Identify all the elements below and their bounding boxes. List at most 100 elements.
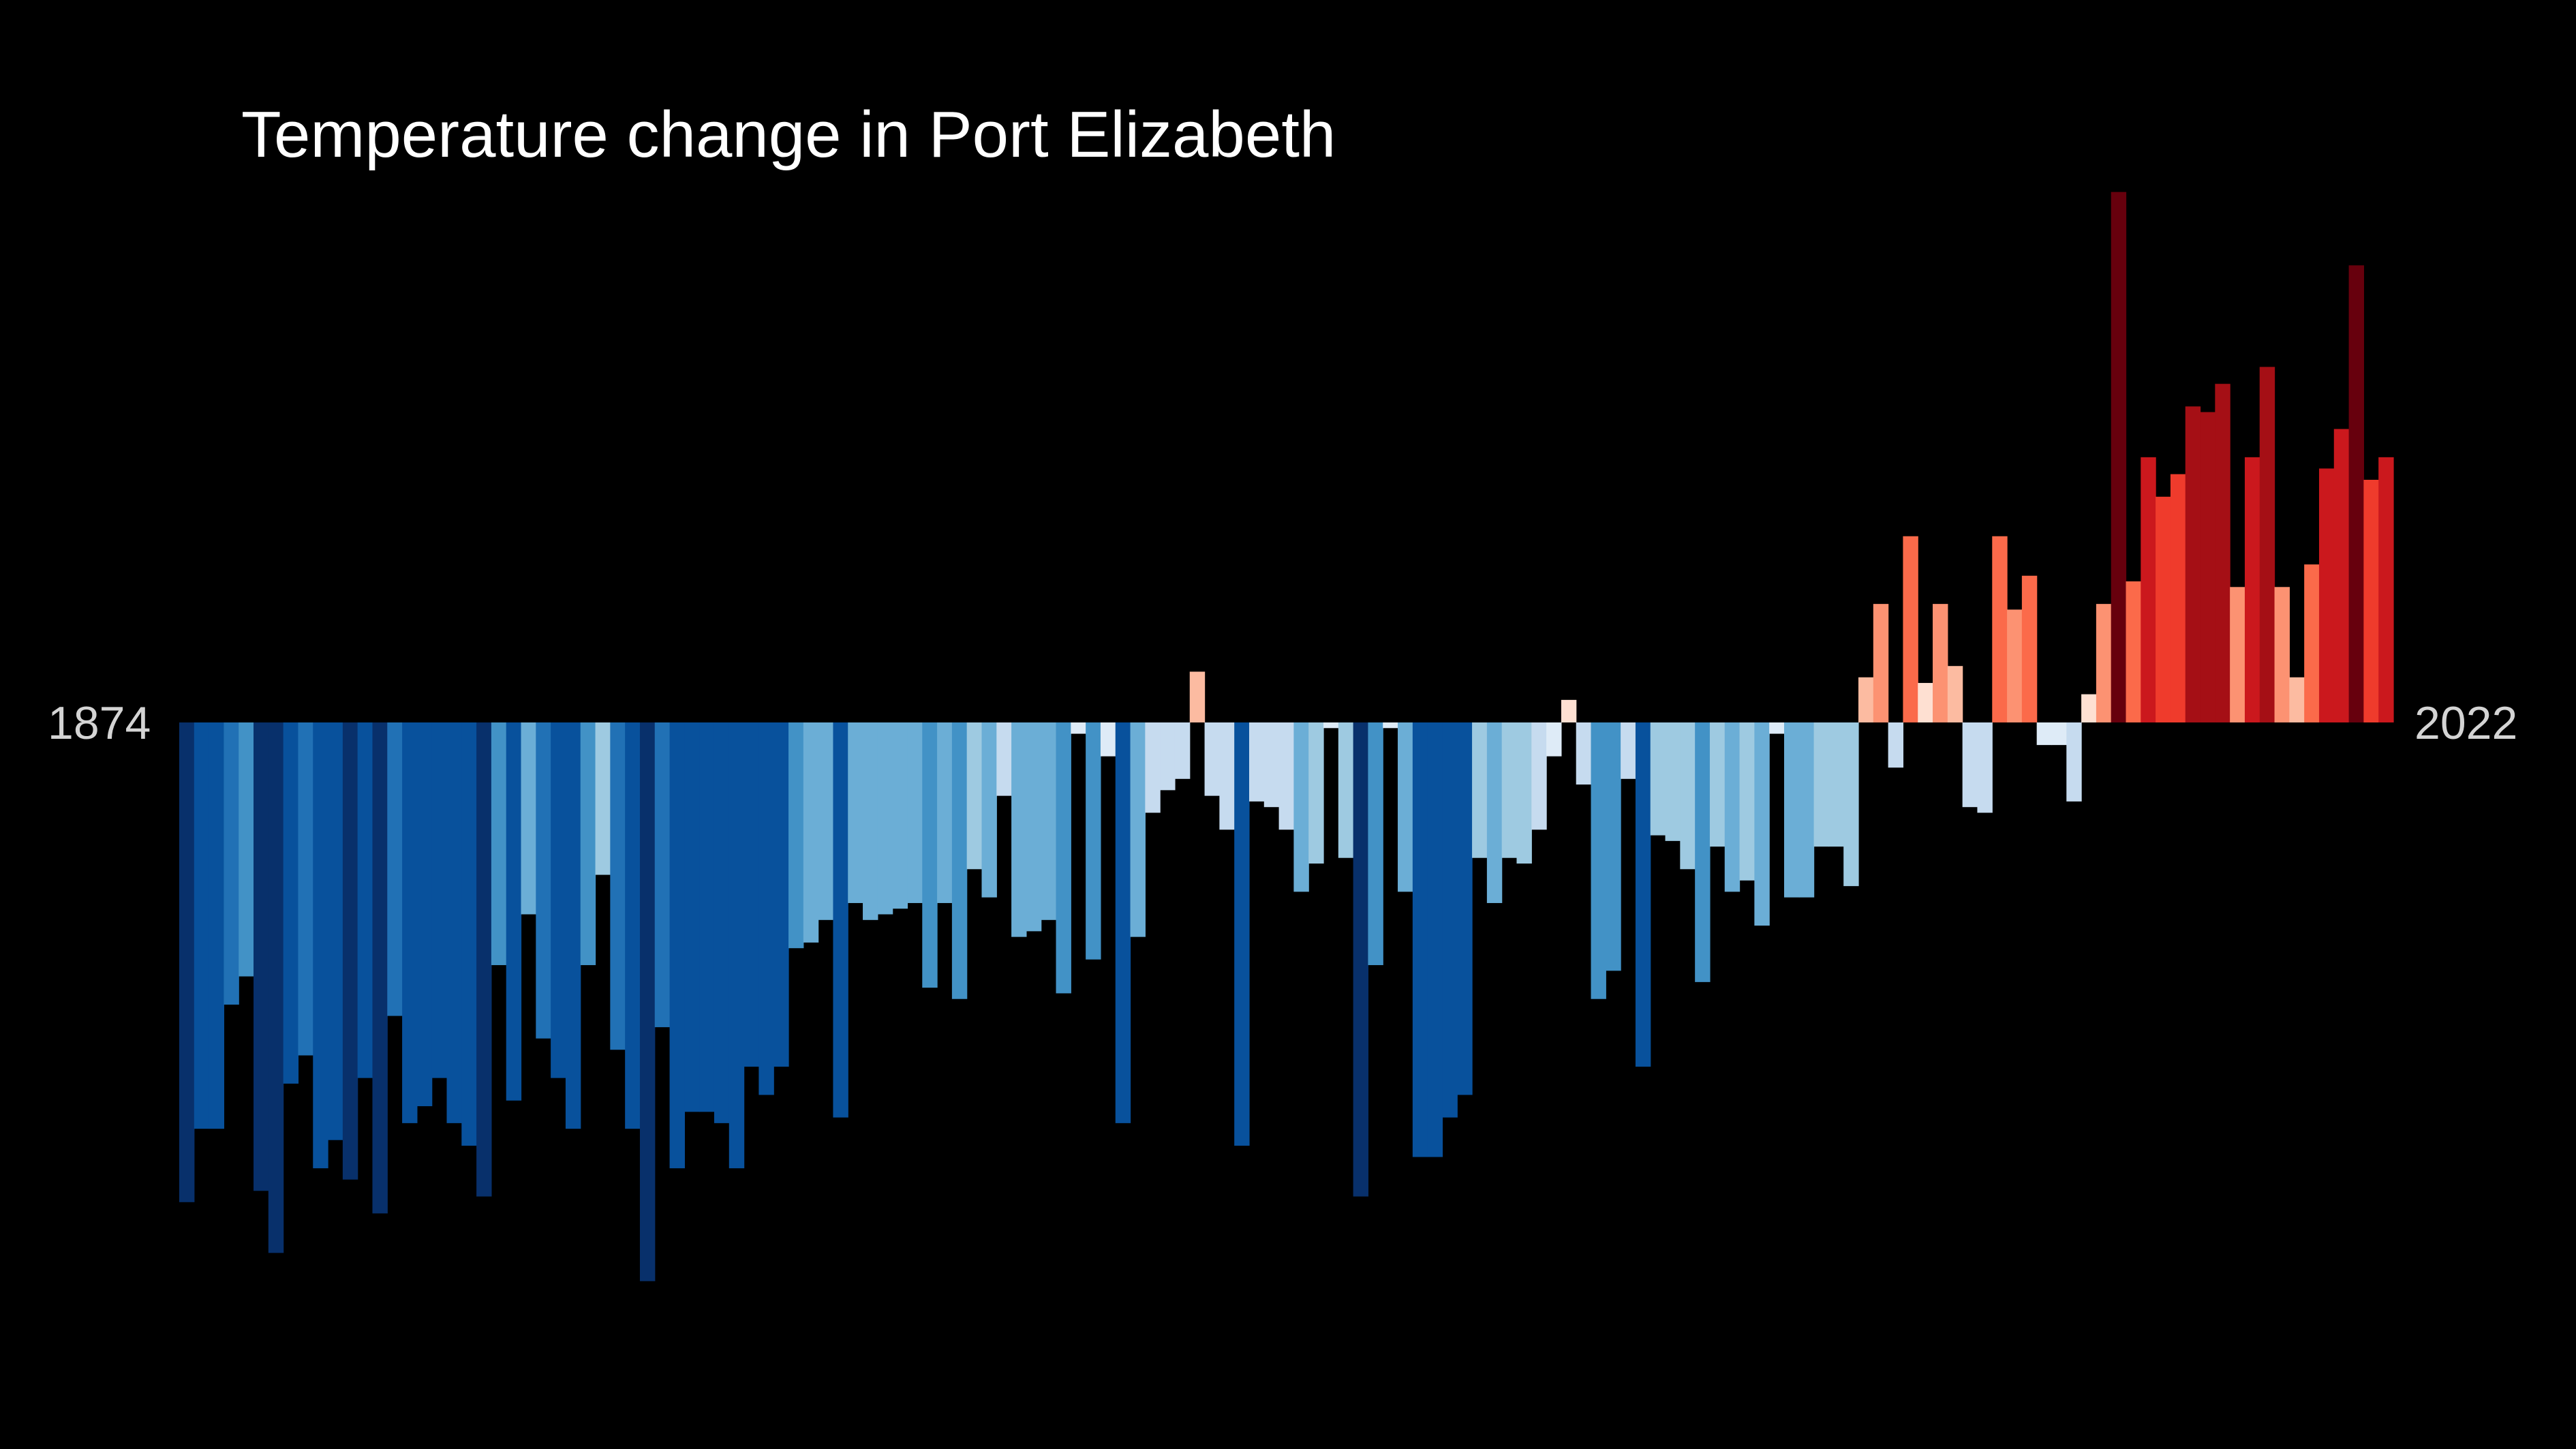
bar-1938 bbox=[1130, 722, 1146, 937]
bar-2007 bbox=[2156, 496, 2171, 722]
bar-1963 bbox=[1501, 722, 1518, 858]
bar-1960 bbox=[1457, 722, 1473, 1095]
x-end-label: 2022 bbox=[2414, 697, 2518, 749]
bar-1958 bbox=[1427, 722, 1443, 1157]
x-start-label: 1874 bbox=[48, 697, 151, 749]
bar-1994 bbox=[1962, 722, 1978, 808]
bar-1950 bbox=[1308, 722, 1324, 864]
bar-1997 bbox=[2007, 609, 2023, 722]
bar-1955 bbox=[1383, 722, 1398, 729]
bar-1972 bbox=[1635, 722, 1651, 1067]
bar-1928 bbox=[981, 722, 997, 898]
bar-1985 bbox=[1828, 722, 1844, 847]
bar-1986 bbox=[1843, 722, 1859, 887]
bar-1874 bbox=[179, 722, 195, 1202]
bar-1979 bbox=[1739, 722, 1755, 881]
bar-1890 bbox=[416, 722, 433, 1107]
bar-1915 bbox=[788, 722, 804, 949]
bar-1911 bbox=[729, 722, 745, 1169]
bar-1920 bbox=[863, 722, 878, 920]
bar-1932 bbox=[1041, 722, 1057, 920]
bar-1919 bbox=[848, 722, 863, 903]
bar-1898 bbox=[536, 722, 551, 1039]
bar-2017 bbox=[2304, 564, 2320, 722]
bar-1966 bbox=[1546, 722, 1562, 757]
bar-1988 bbox=[1873, 604, 1889, 722]
bar-1878 bbox=[239, 722, 254, 977]
bar-2019 bbox=[2333, 429, 2350, 722]
bar-1961 bbox=[1472, 722, 1488, 858]
bar-1942 bbox=[1189, 671, 1206, 722]
bar-2008 bbox=[2170, 474, 2186, 722]
bar-1978 bbox=[1724, 722, 1741, 892]
bar-1895 bbox=[491, 722, 507, 966]
bar-1995 bbox=[1977, 722, 1993, 813]
bar-2009 bbox=[2185, 406, 2201, 722]
bar-1953 bbox=[1353, 722, 1369, 1197]
bar-1949 bbox=[1293, 722, 1309, 892]
bar-2014 bbox=[2259, 367, 2275, 722]
bar-1887 bbox=[372, 722, 388, 1214]
bar-1983 bbox=[1798, 722, 1815, 898]
bar-1910 bbox=[714, 722, 730, 1123]
bar-1934 bbox=[1071, 722, 1086, 734]
bar-1877 bbox=[224, 722, 239, 1005]
bar-1886 bbox=[357, 722, 373, 1078]
bar-1901 bbox=[580, 722, 596, 966]
bar-1902 bbox=[595, 722, 611, 875]
chart-title: Temperature change in Port Elizabeth bbox=[241, 98, 1336, 171]
bar-1969 bbox=[1591, 722, 1606, 999]
bar-1922 bbox=[892, 722, 908, 909]
bar-2006 bbox=[2141, 457, 2156, 722]
bar-1993 bbox=[1947, 666, 1963, 722]
bar-1907 bbox=[669, 722, 685, 1169]
bar-1935 bbox=[1086, 722, 1101, 960]
bar-1959 bbox=[1442, 722, 1458, 1118]
bar-1999 bbox=[2036, 722, 2053, 746]
bar-1989 bbox=[1888, 722, 1904, 768]
bar-1945 bbox=[1234, 722, 1250, 1146]
bar-1876 bbox=[209, 722, 225, 1129]
bar-1996 bbox=[1992, 536, 2008, 722]
bar-1987 bbox=[1858, 677, 1874, 722]
bar-1964 bbox=[1516, 722, 1532, 864]
bar-1894 bbox=[476, 722, 492, 1197]
bar-1975 bbox=[1680, 722, 1696, 870]
bar-1875 bbox=[194, 722, 210, 1129]
bar-1893 bbox=[461, 722, 477, 1146]
bar-1944 bbox=[1219, 722, 1235, 830]
bar-1952 bbox=[1338, 722, 1354, 858]
bar-1967 bbox=[1561, 699, 1577, 722]
bar-1896 bbox=[506, 722, 522, 1101]
bar-1881 bbox=[283, 722, 299, 1084]
bar-1933 bbox=[1056, 722, 1071, 994]
bar-1912 bbox=[743, 722, 760, 1067]
bar-1992 bbox=[1933, 604, 1948, 722]
bar-1913 bbox=[758, 722, 774, 1095]
bar-1936 bbox=[1100, 722, 1116, 757]
bar-1888 bbox=[387, 722, 403, 1016]
bar-1889 bbox=[402, 722, 418, 1123]
bar-2012 bbox=[2230, 587, 2245, 722]
bar-2020 bbox=[2348, 265, 2364, 722]
bar-1904 bbox=[625, 722, 641, 1129]
bar-1962 bbox=[1486, 722, 1503, 903]
bar-1909 bbox=[699, 722, 715, 1112]
bar-1892 bbox=[446, 722, 462, 1123]
bar-1965 bbox=[1531, 722, 1547, 830]
bar-1940 bbox=[1160, 722, 1176, 791]
bar-1908 bbox=[684, 722, 700, 1112]
bar-1891 bbox=[431, 722, 448, 1078]
bar-1899 bbox=[551, 722, 566, 1078]
bar-1930 bbox=[1011, 722, 1027, 937]
bar-1914 bbox=[773, 722, 789, 1067]
bar-1879 bbox=[254, 722, 269, 1191]
bar-2002 bbox=[2081, 694, 2097, 722]
bar-1948 bbox=[1278, 722, 1295, 830]
bar-1900 bbox=[565, 722, 581, 1129]
bar-1903 bbox=[610, 722, 626, 1050]
bar-2018 bbox=[2318, 468, 2335, 722]
bar-2011 bbox=[2215, 384, 2230, 722]
